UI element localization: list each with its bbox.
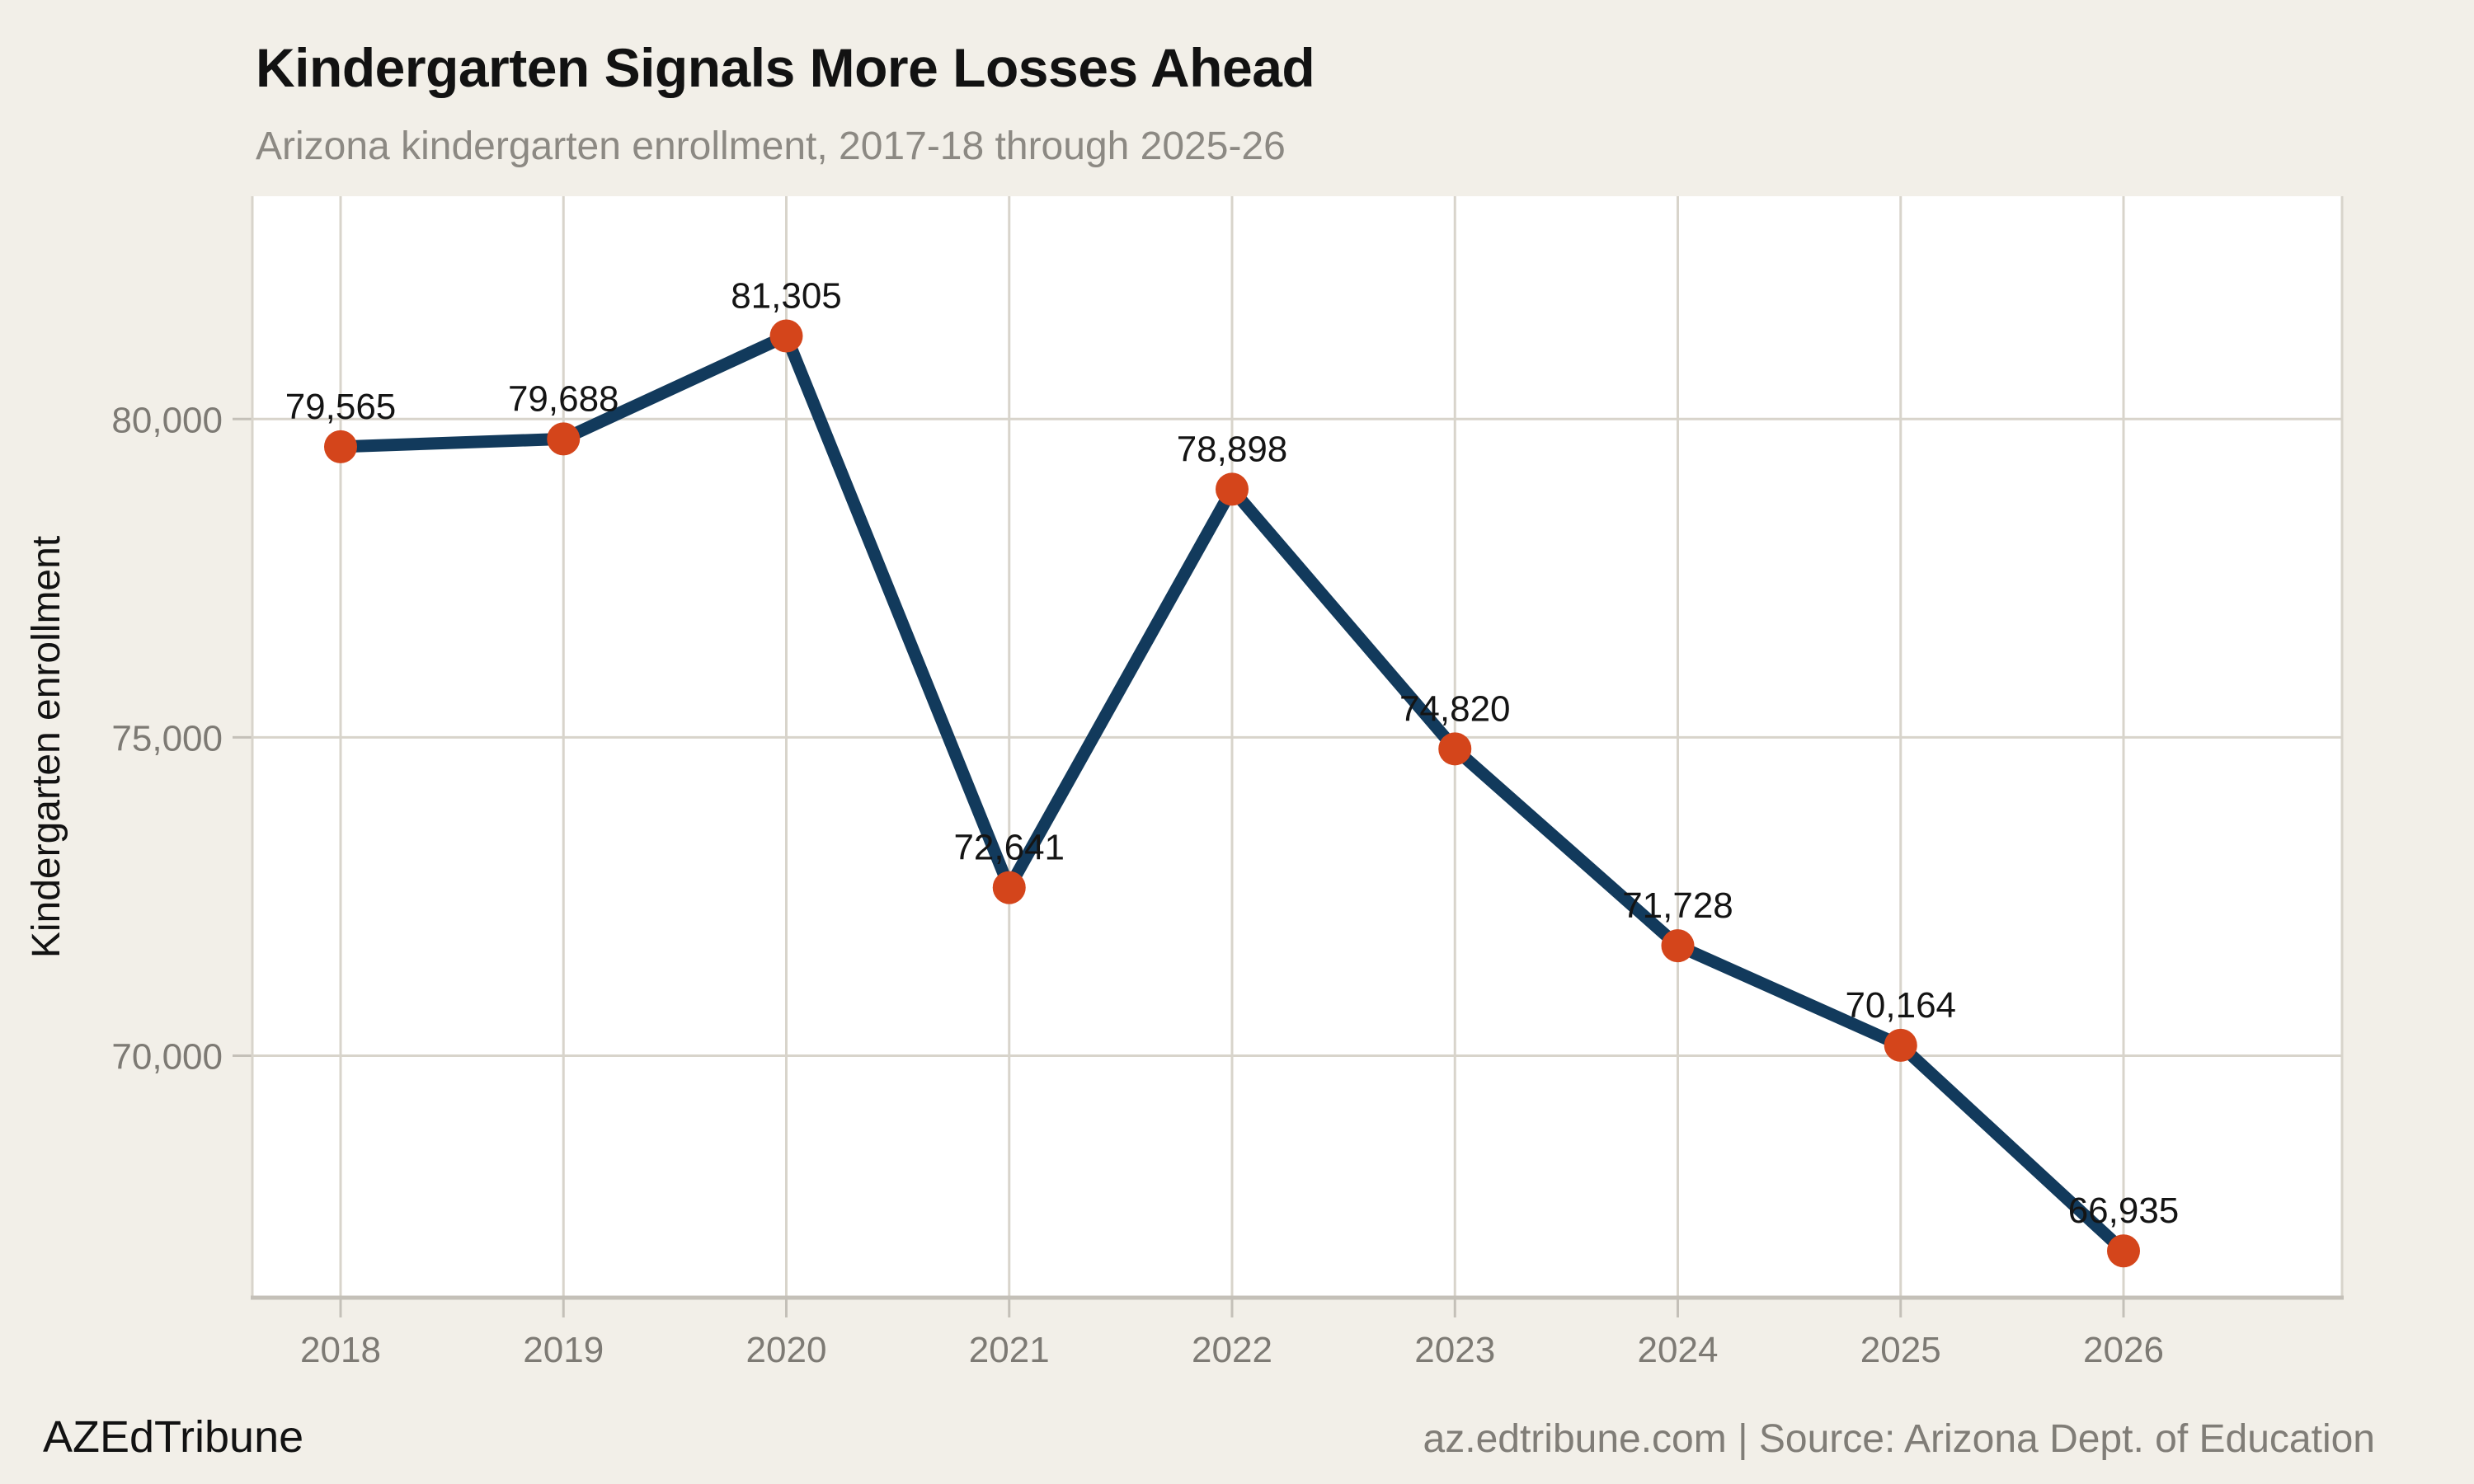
x-tick-label: 2022 bbox=[1192, 1330, 1272, 1370]
chart-title: Kindergarten Signals More Losses Ahead bbox=[256, 37, 1315, 98]
data-point bbox=[992, 871, 1026, 904]
plot-area bbox=[252, 196, 2342, 1298]
y-axis-title: Kindergarten enrollment bbox=[25, 536, 68, 958]
data-point bbox=[1661, 929, 1695, 963]
y-tick-label: 75,000 bbox=[111, 718, 223, 758]
x-tick-label: 2019 bbox=[523, 1330, 604, 1370]
data-point-label: 74,820 bbox=[1399, 688, 1511, 729]
y-tick-label: 70,000 bbox=[111, 1037, 223, 1078]
data-point bbox=[769, 319, 803, 353]
data-point bbox=[1884, 1028, 1917, 1062]
data-point bbox=[1438, 732, 1472, 766]
x-tick-label: 2024 bbox=[1638, 1330, 1719, 1370]
data-point-label: 66,935 bbox=[2068, 1190, 2180, 1231]
data-point-label: 78,898 bbox=[1177, 429, 1288, 469]
source-credit: az.edtribune.com | Source: Arizona Dept.… bbox=[1423, 1417, 2375, 1461]
data-point-label: 71,728 bbox=[1622, 885, 1733, 926]
data-point-label: 81,305 bbox=[731, 276, 842, 317]
data-point bbox=[547, 422, 581, 456]
y-tick-label: 80,000 bbox=[111, 400, 223, 440]
data-point bbox=[1216, 472, 1249, 506]
chart-subtitle: Arizona kindergarten enrollment, 2017-18… bbox=[256, 124, 1286, 168]
data-point-label: 70,164 bbox=[1845, 985, 1956, 1026]
data-point-label: 79,565 bbox=[285, 387, 397, 427]
x-tick-label: 2021 bbox=[969, 1330, 1050, 1370]
data-point bbox=[2107, 1234, 2140, 1268]
data-point-label: 72,641 bbox=[953, 828, 1065, 868]
x-tick-label: 2025 bbox=[1860, 1330, 1941, 1370]
x-tick-label: 2026 bbox=[2083, 1330, 2164, 1370]
x-tick-label: 2020 bbox=[746, 1330, 827, 1370]
x-tick-label: 2018 bbox=[300, 1330, 381, 1370]
data-point bbox=[324, 430, 357, 463]
x-tick-label: 2023 bbox=[1414, 1330, 1495, 1370]
publisher-brand: AZEdTribune bbox=[43, 1412, 304, 1462]
data-point-label: 79,688 bbox=[508, 378, 619, 419]
